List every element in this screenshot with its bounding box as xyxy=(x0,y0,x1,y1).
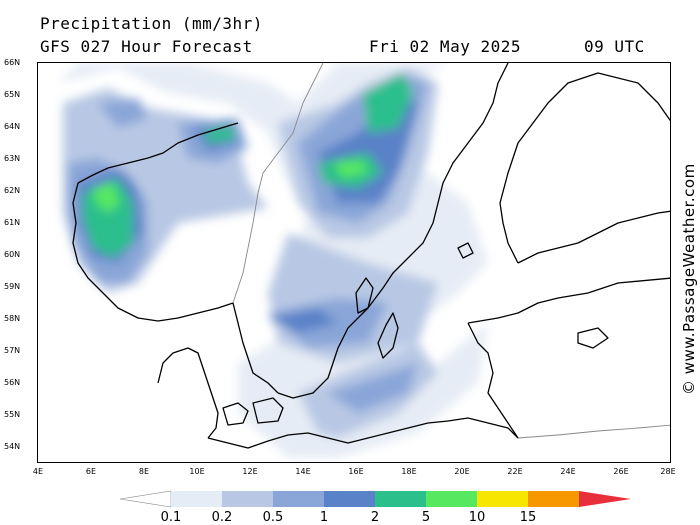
lon-label: 14E xyxy=(295,467,311,476)
lon-label: 24E xyxy=(560,467,576,476)
lat-label: 55N xyxy=(4,410,21,419)
lon-label: 20E xyxy=(454,467,470,476)
lat-label: 56N xyxy=(4,378,21,387)
lat-label: 57N xyxy=(4,346,21,355)
lon-label: 18E xyxy=(401,467,417,476)
forecast-date: Fri 02 May 2025 xyxy=(369,37,521,56)
lon-label: 8E xyxy=(138,467,150,476)
legend-label: 10 xyxy=(468,510,486,525)
lon-label: 28E xyxy=(660,467,676,476)
lat-label: 66N xyxy=(4,58,21,67)
forecast-label: GFS 027 Hour Forecast xyxy=(40,37,253,56)
lon-label: 10E xyxy=(189,467,205,476)
map-title: Precipitation (mm/3hr) xyxy=(40,14,263,33)
legend-cell-low xyxy=(119,490,172,508)
legend-label: 0.5 xyxy=(262,510,284,525)
legend-label: 0.2 xyxy=(211,510,233,525)
forecast-time: 09 UTC xyxy=(584,37,645,56)
lat-label: 54N xyxy=(4,442,21,451)
legend-label: 15 xyxy=(519,510,537,525)
legend-label: 0.1 xyxy=(160,510,182,525)
coastlines xyxy=(72,63,670,449)
lat-label: 64N xyxy=(4,122,21,131)
legend-label: 2 xyxy=(370,510,380,525)
lat-label: 61N xyxy=(4,218,21,227)
legend-cell xyxy=(528,491,579,507)
lon-label: 22E xyxy=(507,467,523,476)
legend-cell-high xyxy=(579,491,631,507)
legend-cell xyxy=(273,491,324,507)
lat-label: 58N xyxy=(4,314,21,323)
lat-label: 59N xyxy=(4,282,21,291)
lat-label: 60N xyxy=(4,250,21,259)
legend-cell xyxy=(477,491,528,507)
lon-label: 4E xyxy=(32,467,44,476)
legend-cell xyxy=(171,491,222,507)
legend-cell xyxy=(375,491,426,507)
lon-label: 26E xyxy=(613,467,629,476)
map-canvas xyxy=(58,63,670,458)
precip-color-legend xyxy=(119,490,631,508)
legend-cell xyxy=(222,491,273,507)
legend-cell xyxy=(426,491,477,507)
lon-label: 6E xyxy=(85,467,97,476)
lat-label: 63N xyxy=(4,154,21,163)
precipitation-map xyxy=(37,62,671,463)
legend-label: 5 xyxy=(421,510,431,525)
lat-label: 65N xyxy=(4,90,21,99)
precip-layer xyxy=(58,63,488,458)
lon-label: 12E xyxy=(242,467,258,476)
legend-cell xyxy=(324,491,375,507)
lon-label: 16E xyxy=(348,467,364,476)
lat-label: 62N xyxy=(4,186,21,195)
site-credit: © www.PassageWeather.com xyxy=(680,163,698,395)
legend-label: 1 xyxy=(319,510,329,525)
